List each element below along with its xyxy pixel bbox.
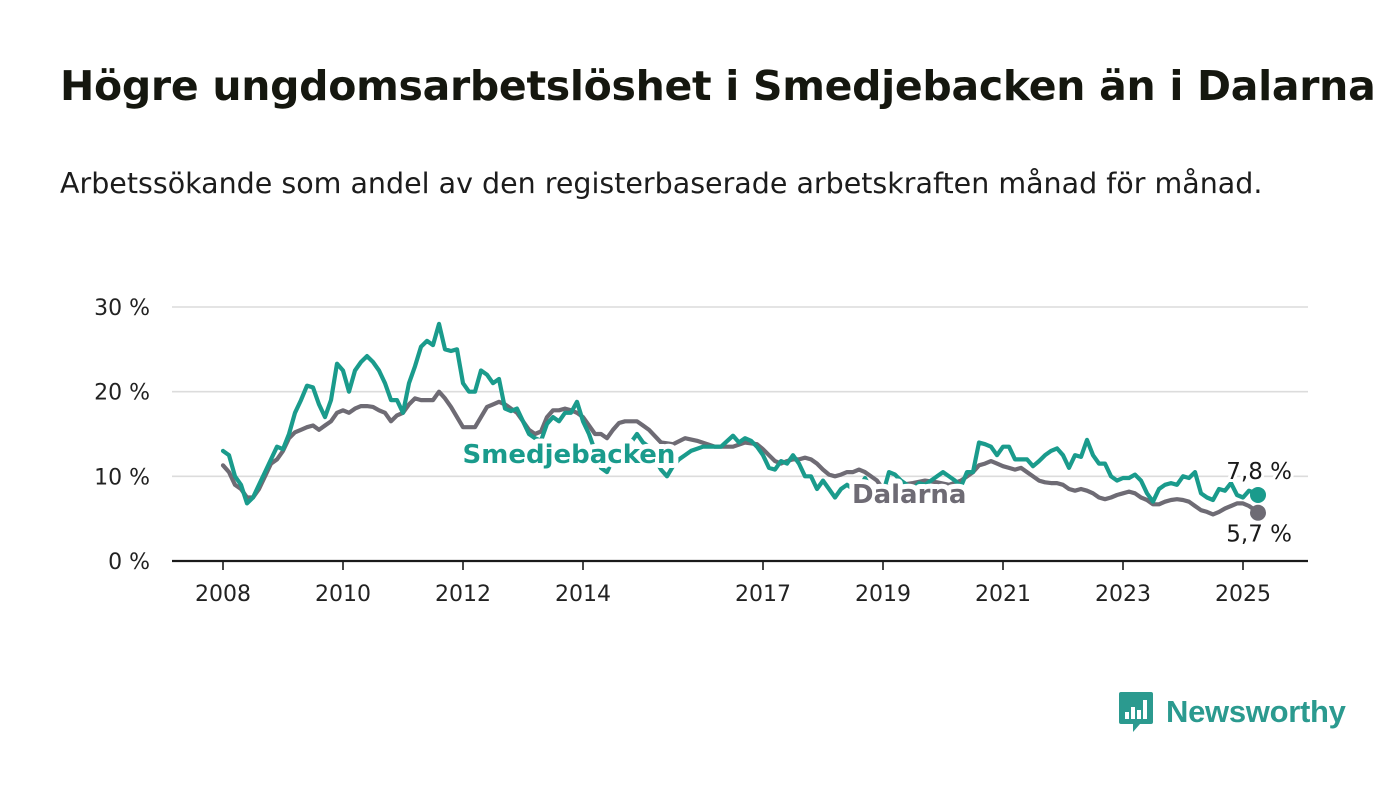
brand-name: Newsworthy xyxy=(1166,694,1346,729)
x-tick-label: 2017 xyxy=(735,582,791,607)
line-chart: 0 % 10 % 20 % 30 % 2008 2010 2012 2014 2017 2019… xyxy=(94,296,1308,607)
end-value-label-dalarna: 5,7 % xyxy=(1226,522,1292,548)
series-line-dalarna xyxy=(220,389,1261,517)
x-tick-label: 2010 xyxy=(315,582,371,607)
x-axis: 2008 2010 2012 2014 2017 2019 2021 2023 2025 xyxy=(172,559,1308,607)
x-tick-label: 2021 xyxy=(975,582,1031,607)
series-labels: 7,8 % 5,7 % Smedjebacken Dalarna xyxy=(458,435,1295,551)
x-tick-label: 2023 xyxy=(1095,582,1151,607)
x-tick-label: 2025 xyxy=(1215,582,1271,607)
x-tick-label: 2008 xyxy=(195,582,251,607)
end-value-label-smedjebacken: 7,8 % xyxy=(1226,459,1292,485)
x-tick-label: 2012 xyxy=(435,582,491,607)
series-label-smedjebacken: Smedjebacken xyxy=(463,440,676,470)
series-lines xyxy=(220,321,1266,521)
series-label-dalarna: Dalarna xyxy=(852,480,966,510)
end-point-smedjebacken xyxy=(1250,486,1266,503)
grid-lines xyxy=(172,306,1308,478)
y-axis-labels: 0 % 10 % 20 % 30 % xyxy=(94,296,150,575)
y-tick-label: 20 % xyxy=(94,381,150,406)
x-tick-label: 2014 xyxy=(555,582,611,607)
chart-subtitle: Arbetssökande som andel av den registerb… xyxy=(60,167,1263,200)
y-tick-label: 10 % xyxy=(94,465,150,490)
y-tick-label: 0 % xyxy=(108,550,150,575)
x-tick-label: 2019 xyxy=(855,582,911,607)
y-tick-label: 30 % xyxy=(94,296,150,321)
newsworthy-logo: Newsworthy xyxy=(1118,690,1346,734)
series-line-smedjebacken xyxy=(220,321,1261,506)
newsworthy-bar-chart-icon xyxy=(1119,692,1153,732)
chart-title: Högre ungdomsarbetslöshet i Smedjebacken… xyxy=(60,62,1376,110)
end-point-dalarna xyxy=(1250,504,1266,521)
